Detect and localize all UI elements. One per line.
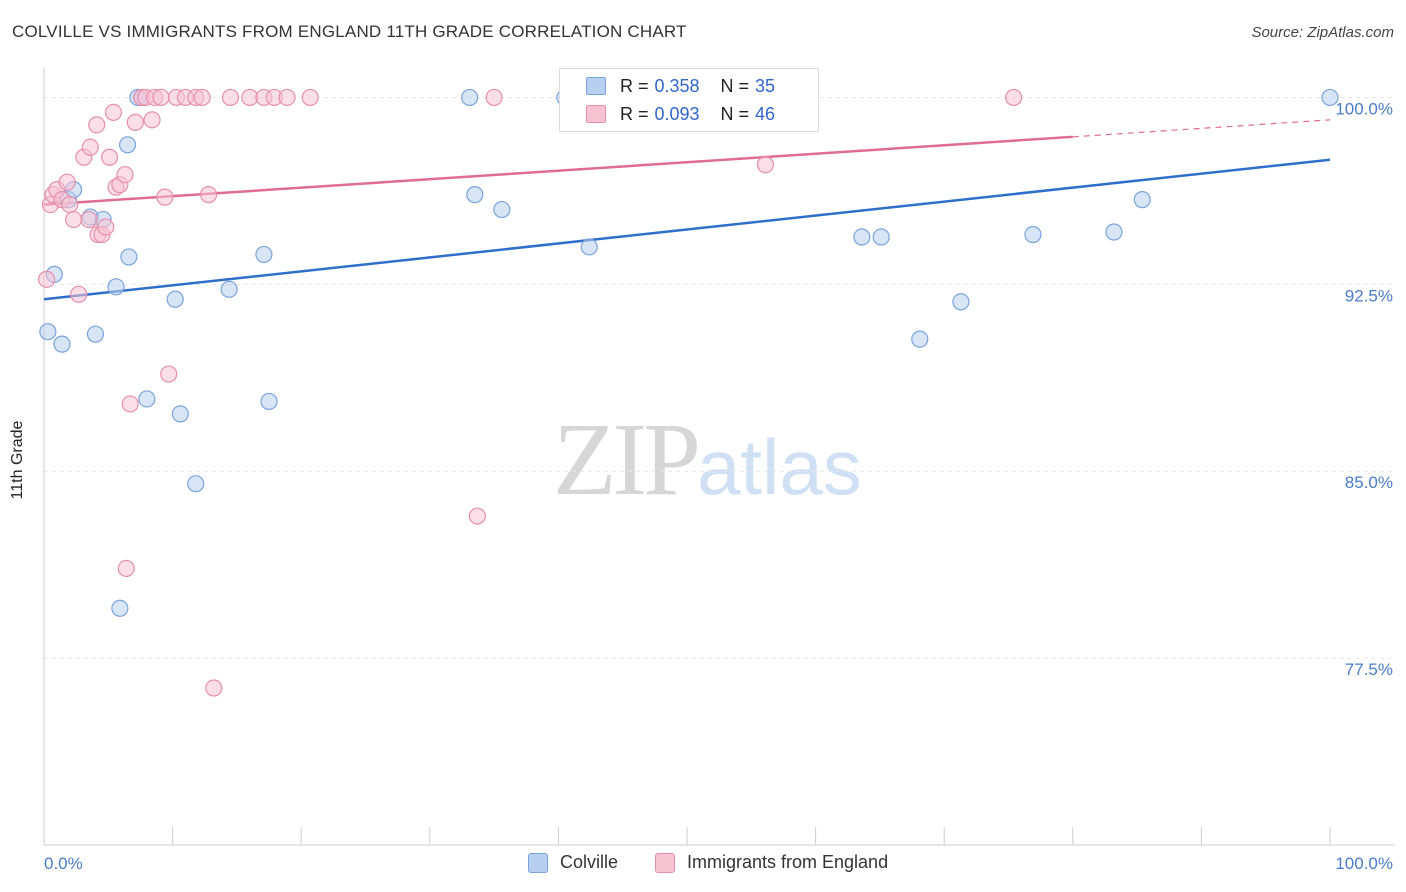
colville-point: [260, 392, 278, 411]
trend-lines: [43, 119, 1331, 301]
source-label[interactable]: Source: ZipAtlas.com: [1251, 24, 1394, 41]
y-tick-label: 92.5%: [1345, 286, 1393, 305]
colville-point: [171, 405, 189, 423]
legend-label-colville: Colville: [560, 852, 619, 872]
r-label: R =: [620, 103, 649, 124]
colville-swatch: [586, 77, 606, 95]
legend-row-england: R = 0.093 N = 46: [586, 103, 775, 125]
england-point: [104, 103, 123, 121]
colville-point: [911, 330, 929, 348]
england-point: [64, 210, 83, 229]
colville-point: [1024, 225, 1042, 244]
colville-point: [493, 200, 511, 219]
england-point: [200, 186, 218, 204]
england-point: [468, 507, 486, 525]
n-label: N =: [720, 75, 750, 96]
legend-row-colville: R = 0.358 N = 35: [586, 75, 775, 97]
colville-point: [86, 325, 105, 343]
x-tick-label: 0.0%: [44, 854, 83, 873]
colville-point: [187, 475, 205, 493]
legend-item-england[interactable]: Immigrants from England: [655, 852, 888, 873]
england-point: [160, 365, 178, 383]
colville-point: [111, 599, 129, 617]
colville-point: [120, 248, 138, 266]
n-label: N =: [720, 103, 750, 124]
data-points: [37, 88, 1339, 697]
england-point: [156, 188, 174, 206]
gridlines: [44, 96, 1395, 659]
england-point: [152, 88, 170, 107]
n-value: 46: [755, 103, 776, 124]
colville-point: [853, 228, 871, 246]
colville-point: [461, 88, 479, 107]
england-point: [97, 218, 115, 236]
colville-legend-swatch: [528, 852, 548, 873]
chart-title: COLVILLE VS IMMIGRANTS FROM ENGLAND 11TH…: [12, 22, 687, 41]
england-point: [37, 270, 56, 288]
england-point: [80, 210, 98, 229]
england-point: [485, 88, 503, 107]
england-point: [301, 88, 319, 107]
england-point: [88, 116, 106, 134]
colville-point: [1105, 223, 1123, 241]
colville-point: [220, 280, 238, 298]
tick-labels: 77.5% 85.0% 92.5% 100.0% 0.0% 100.0%: [44, 99, 1393, 873]
y-tick-label: 85.0%: [1345, 473, 1393, 492]
england-point: [221, 88, 240, 107]
england-legend-swatch: [655, 852, 675, 873]
england-point: [58, 173, 76, 191]
colville-point: [466, 186, 484, 204]
colville-point: [872, 228, 890, 246]
england-point: [61, 195, 79, 214]
england-point: [205, 679, 223, 697]
colville-trend-line: [43, 158, 1331, 301]
england-point: [126, 113, 144, 131]
series-legend: Colville Immigrants from England: [0, 852, 1406, 878]
england-point: [81, 138, 99, 156]
colville-point: [255, 245, 273, 264]
colville-point: [952, 293, 970, 311]
legend-label-england: Immigrants from England: [687, 852, 889, 872]
england-point: [278, 88, 296, 107]
colville-point: [107, 278, 125, 296]
y-tick-label: 100.0%: [1335, 99, 1393, 118]
colville-point: [39, 323, 57, 341]
england-point: [1005, 88, 1023, 107]
england-point: [193, 88, 211, 107]
axes: [43, 68, 1395, 846]
r-value: 0.358: [654, 75, 700, 96]
y-tick-label: 77.5%: [1345, 660, 1393, 679]
england-point: [143, 111, 161, 129]
n-value: 35: [755, 75, 776, 96]
england-point: [121, 395, 139, 413]
england-trend-extension: [1072, 119, 1331, 138]
england-point: [756, 156, 775, 174]
x-tick-label: 100.0%: [1335, 854, 1393, 873]
stats-legend: R = 0.358 N = 35 R = 0.093 N = 46: [559, 68, 819, 132]
colville-point: [53, 335, 71, 353]
r-value: 0.093: [654, 103, 700, 124]
legend-item-colville[interactable]: Colville: [528, 852, 618, 873]
england-swatch: [586, 105, 606, 123]
colville-point: [1321, 88, 1339, 107]
colville-point: [138, 390, 156, 408]
england-trend-line: [43, 135, 1073, 206]
england-point: [116, 166, 134, 184]
england-point: [100, 148, 119, 166]
england-point: [117, 559, 135, 578]
colville-point: [1133, 191, 1151, 209]
r-label: R =: [620, 75, 649, 96]
colville-point: [166, 290, 184, 308]
colville-point: [118, 136, 137, 154]
england-point: [70, 285, 88, 303]
colville-point: [580, 238, 598, 256]
